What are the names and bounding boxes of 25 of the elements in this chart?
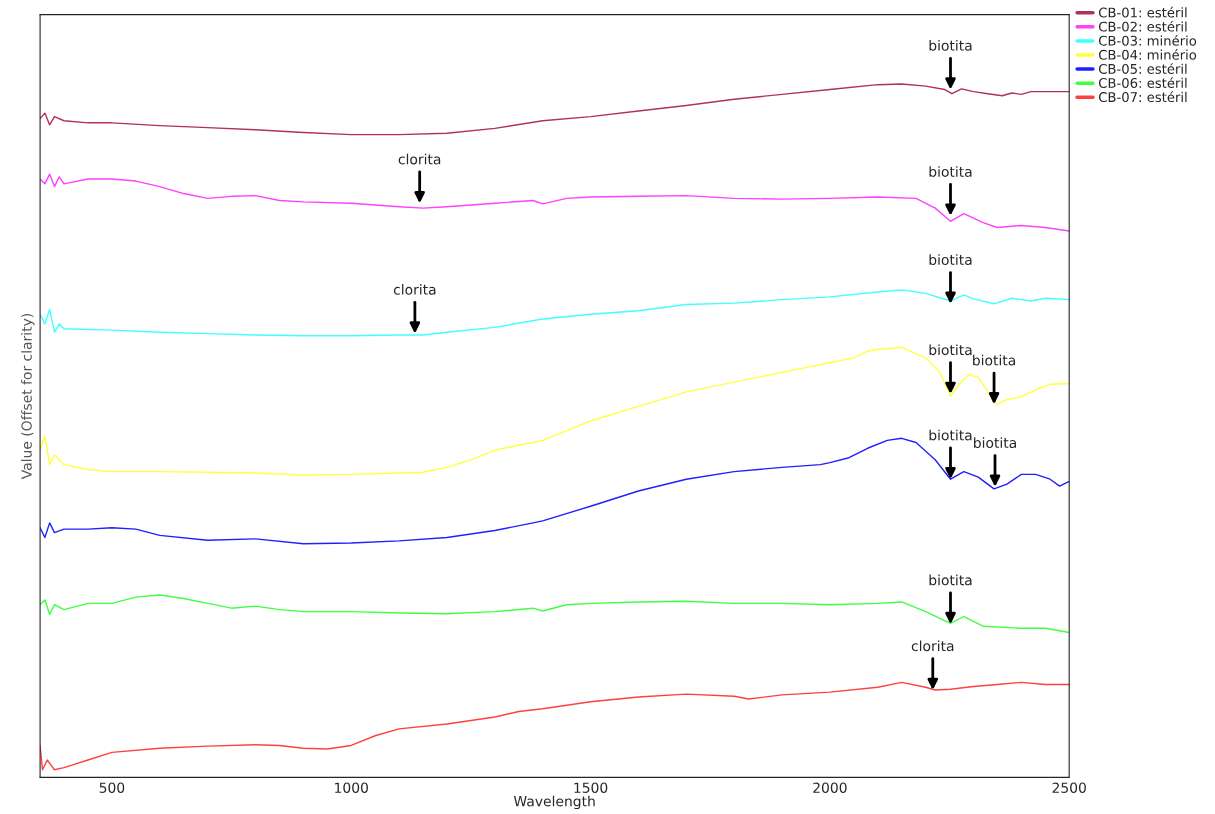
- annotation: biotita: [929, 429, 972, 441]
- legend-label: CB-01: estéril: [1098, 6, 1187, 18]
- legend-label: CB-07: estéril: [1098, 91, 1187, 103]
- x-tick-label: 1500: [574, 782, 608, 793]
- x-tick-label: 2000: [813, 782, 847, 793]
- x-tick-label: 500: [99, 782, 125, 793]
- legend-label: CB-04: minério: [1098, 49, 1197, 60]
- annotation: biotita: [929, 254, 972, 265]
- y-axis-title: Value (Offset for clarity): [21, 313, 35, 480]
- legend-label: CB-03: minério: [1098, 34, 1197, 46]
- annotation: biotita: [974, 437, 1016, 449]
- x-tick-label: 1000: [335, 782, 368, 793]
- annotation: clorita: [398, 153, 441, 165]
- legend-label: CB-05: estéril: [1098, 63, 1187, 74]
- annotation: biotita: [929, 574, 972, 586]
- x-axis-title: Wavelength: [513, 795, 595, 810]
- annotation: biotita: [973, 354, 1016, 366]
- annotation: biotita: [929, 39, 972, 51]
- legend-label: CB-02: estéril: [1098, 20, 1187, 32]
- annotation: clorita: [911, 640, 954, 652]
- annotation: biotita: [929, 166, 972, 177]
- legend-label: CB-06: estéril: [1098, 77, 1187, 88]
- x-tick-label: 2500: [1052, 782, 1086, 793]
- annotation: biotita: [929, 344, 972, 356]
- annotation: clorita: [393, 284, 436, 295]
